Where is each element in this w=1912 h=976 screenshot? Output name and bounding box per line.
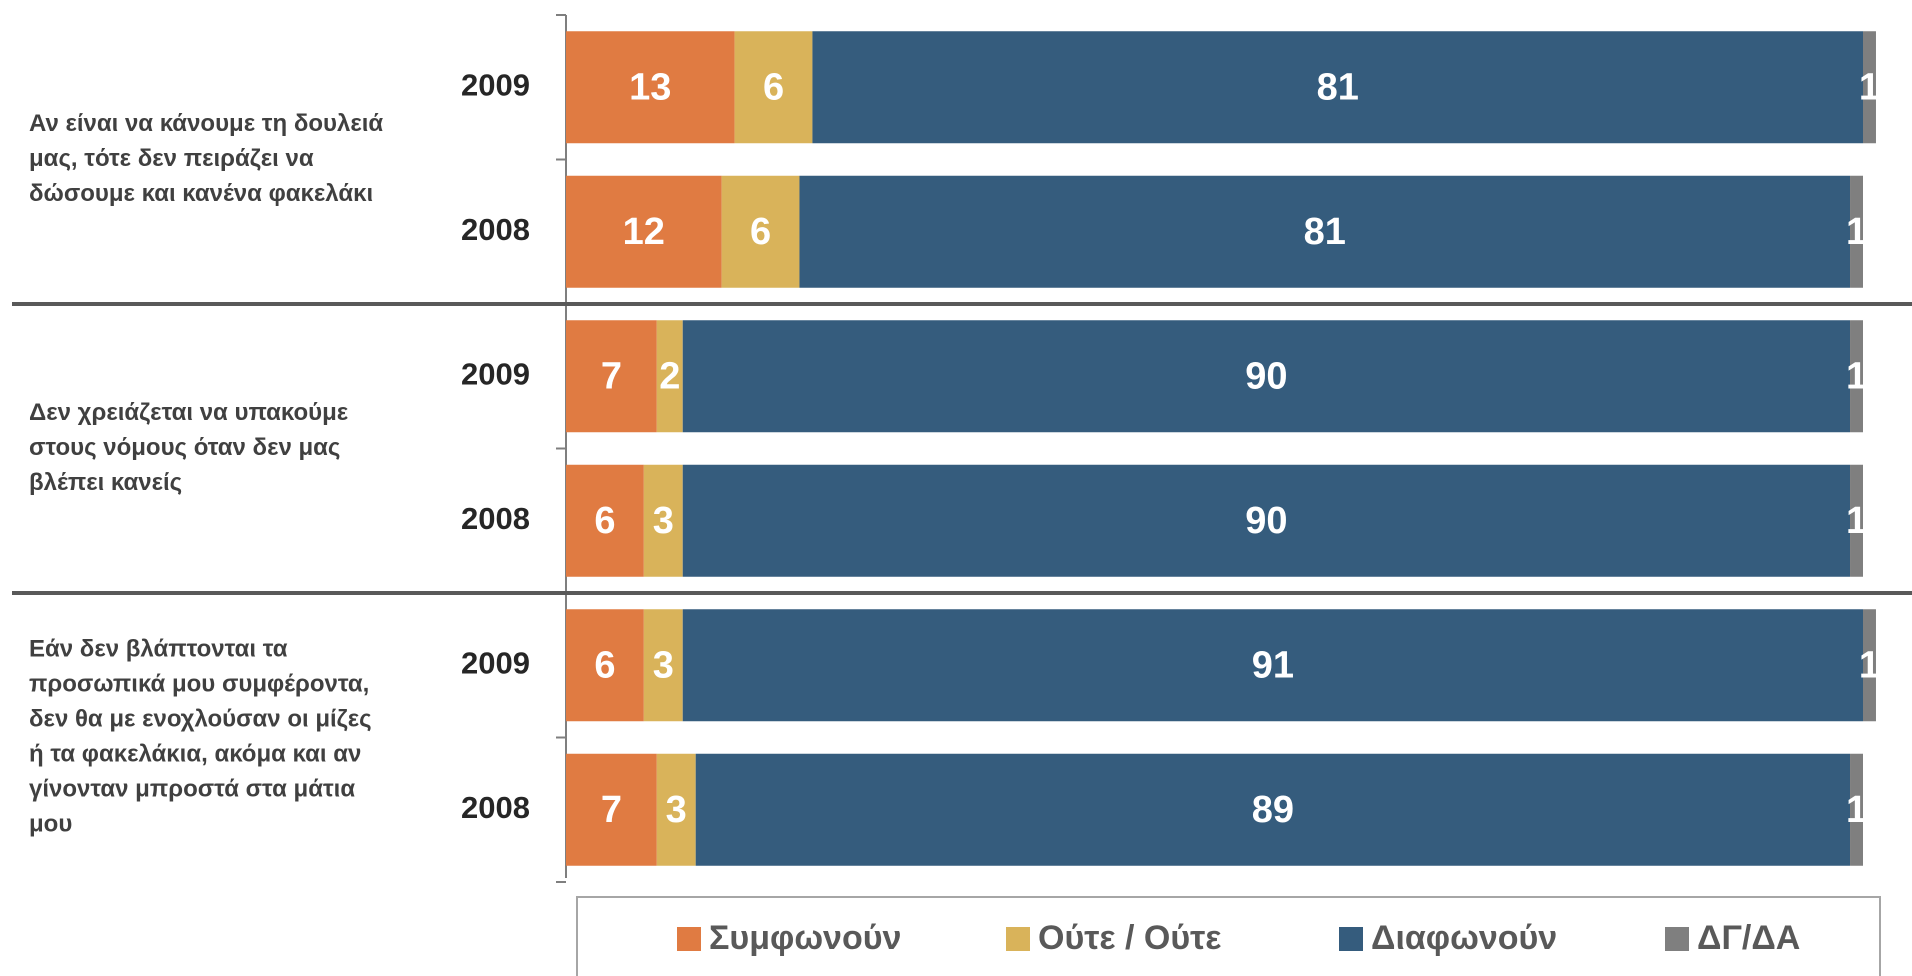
bar-segment (566, 175, 722, 288)
bar-segment (695, 753, 1851, 866)
bar-segment (566, 753, 657, 866)
data-label: 6 (763, 66, 784, 108)
bar-segment (1850, 753, 1863, 866)
legend-label: ΔΓ/ΔΑ (1697, 919, 1800, 957)
bar-segment (656, 753, 696, 866)
question-label: προσωπικά μου συμφέροντα, (29, 670, 369, 697)
bar-segment (656, 320, 683, 433)
data-label: 7 (601, 355, 622, 397)
data-label: 1 (1859, 66, 1880, 108)
bar-segment (643, 464, 683, 577)
data-label: 6 (750, 211, 771, 253)
data-label: 89 (1252, 789, 1294, 831)
data-label: 1 (1846, 500, 1867, 542)
y-tick-label: 2009 (461, 356, 530, 391)
bar-segment (734, 31, 813, 144)
data-label: 2 (659, 355, 680, 397)
question-label: γίνονταν μπροστά στα μάτια (29, 775, 355, 802)
y-tick-label: 2008 (461, 212, 530, 247)
data-label: 7 (601, 789, 622, 831)
data-label: 1 (1846, 211, 1867, 253)
data-label: 1 (1846, 355, 1867, 397)
data-label: 3 (653, 500, 674, 542)
data-label: 3 (653, 644, 674, 686)
bar-segment (1863, 609, 1876, 722)
legend-swatch (677, 927, 701, 951)
bar-segment (682, 464, 1851, 577)
bar-segment (566, 609, 644, 722)
data-label: 1 (1846, 789, 1867, 831)
data-label: 12 (623, 211, 665, 253)
legend-label: Συμφωνούν (709, 919, 901, 957)
bar-segment (566, 320, 657, 433)
bar-segment (1850, 175, 1863, 288)
question-label: Αν είναι να κάνουμε τη δουλειά (29, 110, 383, 137)
bar-segment (682, 609, 1863, 722)
bar-segment (1850, 320, 1863, 433)
bar-segment (643, 609, 683, 722)
data-label: 1 (1859, 644, 1880, 686)
bar-segment (566, 464, 644, 577)
y-tick-label: 2009 (461, 645, 530, 680)
data-label: 90 (1245, 355, 1287, 397)
legend-swatch (1006, 927, 1030, 951)
bar-segment (812, 31, 1864, 144)
data-label: 81 (1304, 211, 1346, 253)
question-label: μου (29, 810, 72, 837)
data-label: 6 (594, 500, 615, 542)
data-label: 6 (594, 644, 615, 686)
bar-segment (1863, 31, 1876, 144)
question-label: βλέπει κανείς (29, 469, 182, 496)
question-label: στους νόμους όταν δεν μας (29, 434, 340, 461)
question-label: δώσουμε και κανένα φακελάκι (29, 180, 373, 207)
data-label: 91 (1252, 644, 1294, 686)
data-label: 3 (666, 789, 687, 831)
bar-segment (799, 175, 1851, 288)
legend-swatch (1339, 927, 1363, 951)
question-label: Δεν χρειάζεται να υπακούμε (29, 399, 348, 426)
y-tick-label: 2009 (461, 67, 530, 102)
legend-label: Διαφωνούν (1371, 919, 1557, 957)
question-label: μας, τότε δεν πειράζει να (29, 145, 314, 172)
bar-segment (682, 320, 1851, 433)
legend-label: Ούτε / Ούτε (1038, 919, 1221, 957)
bar-segment (721, 175, 800, 288)
legend-box (576, 896, 1881, 976)
question-label: δεν θα με ενοχλούσαν οι μίζες (29, 705, 372, 732)
bar-segment (566, 31, 735, 144)
data-label: 81 (1317, 66, 1359, 108)
bar-segment (1850, 464, 1863, 577)
question-label: Εάν δεν βλάπτονται τα (29, 635, 288, 662)
data-label: 90 (1245, 500, 1287, 542)
data-label: 13 (629, 66, 671, 108)
y-tick-label: 2008 (461, 790, 530, 825)
legend-swatch (1665, 927, 1689, 951)
y-tick-label: 2008 (461, 501, 530, 536)
question-label: ή τα φακελάκια, ακόμα και αν (29, 740, 361, 767)
